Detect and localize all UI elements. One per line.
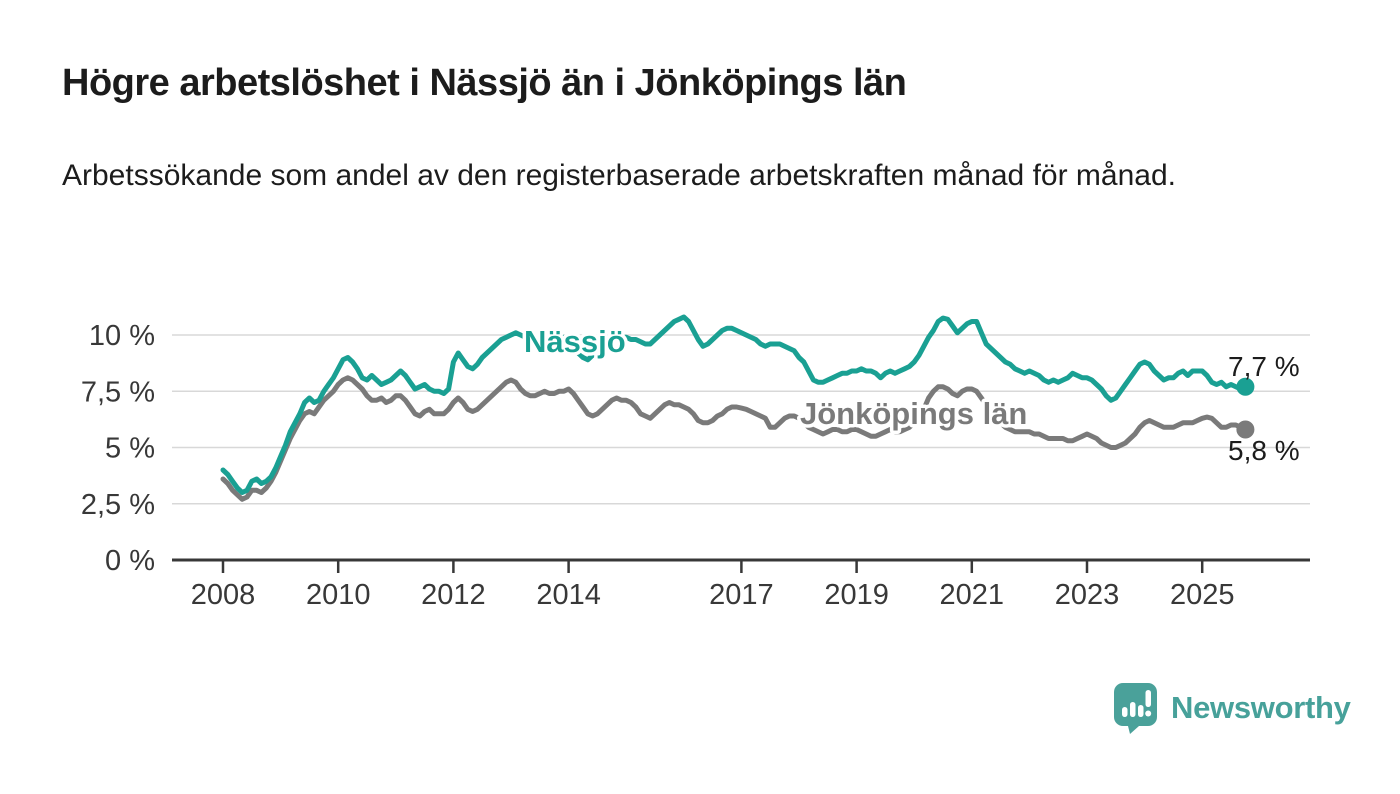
logo-bar-3 xyxy=(1138,705,1144,717)
y-tick-label: 10 % xyxy=(89,320,155,352)
x-tick-label: 2023 xyxy=(1055,579,1120,611)
series-end-label-0: 7,7 % xyxy=(1228,351,1300,382)
newsworthy-logo: Newsworthy xyxy=(1112,682,1351,734)
series-label-0: Nässjö xyxy=(524,324,626,359)
x-tick-label: 2017 xyxy=(709,579,774,611)
x-tick-label: 2014 xyxy=(536,579,601,611)
logo-bar-1 xyxy=(1122,707,1128,717)
chart-subtitle: Arbetssökande som andel av den registerb… xyxy=(62,159,1176,192)
series-label-1: Jönköpings län xyxy=(800,396,1027,431)
x-tick-label: 2025 xyxy=(1170,579,1235,611)
page-title: Högre arbetslöshet i Nässjö än i Jönköpi… xyxy=(62,62,907,104)
x-tick-label: 2008 xyxy=(191,579,256,611)
brand-name: Newsworthy xyxy=(1171,690,1351,725)
y-tick-label: 0 % xyxy=(105,545,155,577)
series-end-dot-1 xyxy=(1236,420,1255,439)
series-line-0 xyxy=(220,314,1248,495)
series-line-1 xyxy=(220,375,1248,502)
logo-bar-2 xyxy=(1130,702,1136,717)
newsworthy-logo-icon xyxy=(1114,683,1157,734)
x-tick-label: 2012 xyxy=(421,579,486,611)
logo-exclamation-dot xyxy=(1145,710,1152,717)
logo-exclamation-bar xyxy=(1145,690,1151,707)
x-tick-label: 2021 xyxy=(940,579,1005,611)
y-tick-label: 2,5 % xyxy=(81,489,155,521)
y-tick-label: 5 % xyxy=(105,433,155,465)
y-tick-label: 7,5 % xyxy=(81,376,155,408)
x-tick-label: 2019 xyxy=(824,579,889,611)
x-tick-label: 2010 xyxy=(306,579,371,611)
series-end-label-1: 5,8 % xyxy=(1228,435,1300,466)
series-end-dot-0 xyxy=(1236,377,1255,396)
